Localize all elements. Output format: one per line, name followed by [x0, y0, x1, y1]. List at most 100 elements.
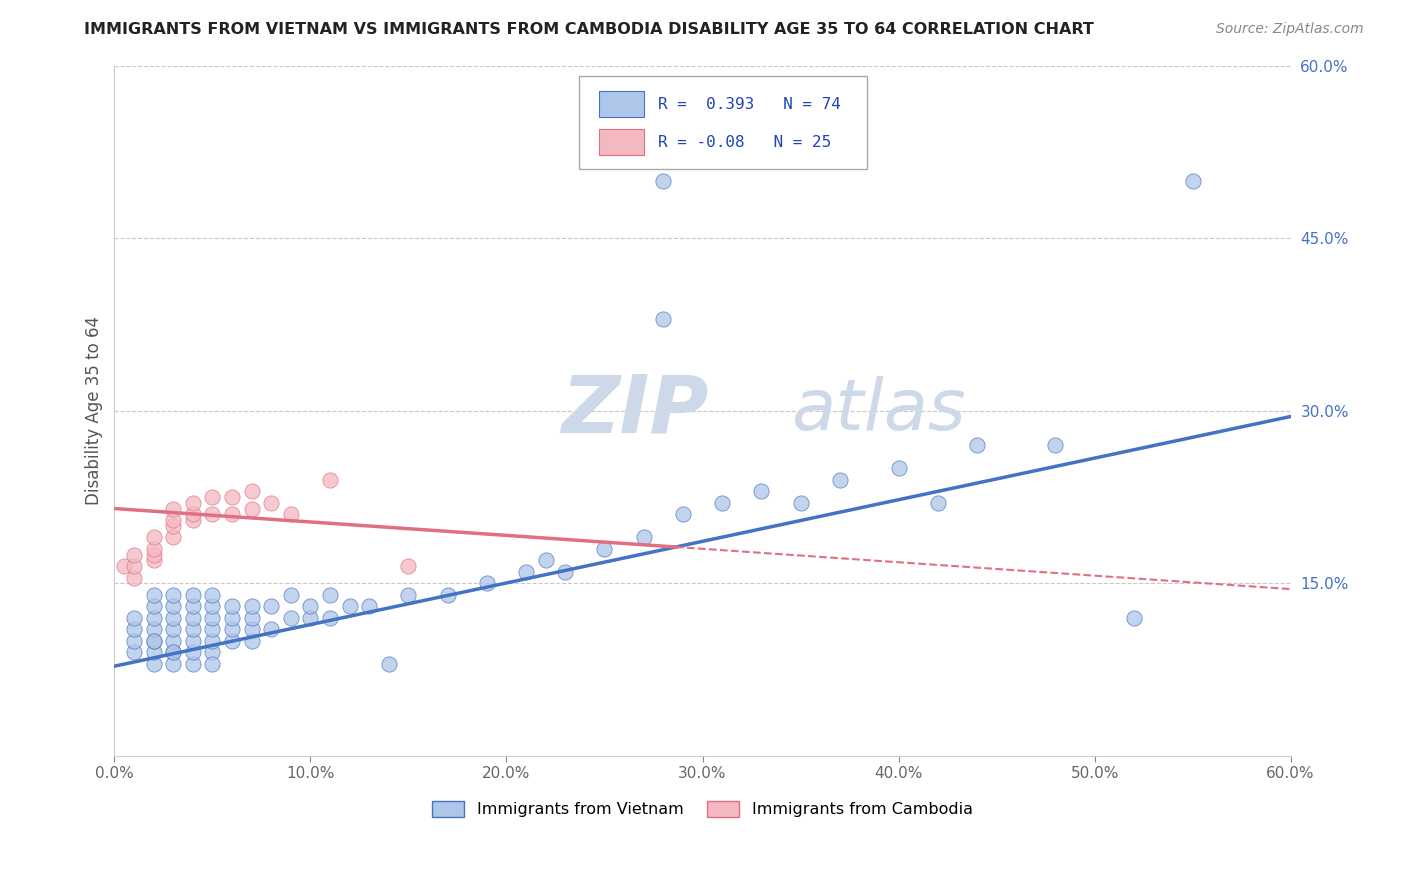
- Point: [319, 473, 342, 487]
- Point: [142, 530, 165, 544]
- Point: [1181, 174, 1204, 188]
- Point: [181, 513, 204, 527]
- Point: [672, 508, 695, 522]
- Point: [593, 541, 616, 556]
- Point: [201, 599, 224, 614]
- Point: [181, 508, 204, 522]
- Text: ZIP: ZIP: [561, 372, 709, 450]
- Point: [122, 645, 145, 659]
- Point: [181, 645, 204, 659]
- Point: [633, 530, 655, 544]
- Point: [515, 565, 537, 579]
- Point: [201, 633, 224, 648]
- Point: [122, 559, 145, 574]
- Point: [162, 588, 184, 602]
- Point: [142, 645, 165, 659]
- Point: [652, 174, 675, 188]
- Point: [280, 588, 302, 602]
- Point: [359, 599, 381, 614]
- Point: [240, 623, 263, 637]
- Point: [142, 548, 165, 562]
- Point: [1045, 438, 1067, 452]
- Point: [162, 518, 184, 533]
- Y-axis label: Disability Age 35 to 64: Disability Age 35 to 64: [86, 317, 103, 505]
- Bar: [599, 129, 644, 155]
- Point: [181, 599, 204, 614]
- Point: [122, 548, 145, 562]
- Point: [319, 588, 342, 602]
- Text: R =  0.393   N = 74: R = 0.393 N = 74: [658, 96, 841, 112]
- Point: [122, 623, 145, 637]
- Point: [142, 541, 165, 556]
- Point: [201, 645, 224, 659]
- Point: [398, 588, 420, 602]
- Point: [221, 490, 243, 504]
- Point: [162, 530, 184, 544]
- Point: [142, 553, 165, 567]
- Text: IMMIGRANTS FROM VIETNAM VS IMMIGRANTS FROM CAMBODIA DISABILITY AGE 35 TO 64 CORR: IMMIGRANTS FROM VIETNAM VS IMMIGRANTS FR…: [84, 22, 1094, 37]
- Point: [221, 599, 243, 614]
- Point: [201, 623, 224, 637]
- Point: [534, 553, 557, 567]
- Point: [162, 611, 184, 625]
- Legend: Immigrants from Vietnam, Immigrants from Cambodia: Immigrants from Vietnam, Immigrants from…: [426, 795, 980, 824]
- Point: [162, 645, 184, 659]
- Point: [181, 496, 204, 510]
- Text: atlas: atlas: [790, 376, 966, 445]
- Point: [181, 657, 204, 671]
- Point: [201, 490, 224, 504]
- Point: [162, 513, 184, 527]
- Point: [142, 599, 165, 614]
- Point: [828, 473, 851, 487]
- Point: [122, 611, 145, 625]
- Point: [887, 461, 910, 475]
- Point: [162, 623, 184, 637]
- Point: [711, 496, 734, 510]
- Point: [201, 508, 224, 522]
- Point: [162, 657, 184, 671]
- Point: [319, 611, 342, 625]
- Point: [142, 588, 165, 602]
- Point: [201, 588, 224, 602]
- Point: [1122, 611, 1144, 625]
- Point: [240, 633, 263, 648]
- Point: [299, 611, 322, 625]
- Point: [378, 657, 401, 671]
- Point: [436, 588, 458, 602]
- Point: [201, 657, 224, 671]
- Point: [240, 501, 263, 516]
- Point: [260, 623, 283, 637]
- Point: [142, 633, 165, 648]
- Point: [142, 633, 165, 648]
- Point: [221, 633, 243, 648]
- Point: [142, 657, 165, 671]
- Point: [221, 611, 243, 625]
- Point: [181, 623, 204, 637]
- Point: [181, 633, 204, 648]
- Point: [240, 611, 263, 625]
- Point: [966, 438, 988, 452]
- Point: [112, 559, 135, 574]
- Point: [749, 484, 772, 499]
- Point: [181, 588, 204, 602]
- Point: [181, 611, 204, 625]
- Point: [475, 576, 498, 591]
- Point: [162, 645, 184, 659]
- Point: [162, 599, 184, 614]
- FancyBboxPatch shape: [579, 76, 868, 169]
- Point: [299, 599, 322, 614]
- Point: [122, 571, 145, 585]
- Point: [339, 599, 361, 614]
- Point: [260, 599, 283, 614]
- Point: [280, 611, 302, 625]
- Point: [554, 565, 576, 579]
- Text: Source: ZipAtlas.com: Source: ZipAtlas.com: [1216, 22, 1364, 37]
- Point: [927, 496, 949, 510]
- Point: [201, 611, 224, 625]
- Point: [221, 623, 243, 637]
- Point: [162, 633, 184, 648]
- Point: [221, 508, 243, 522]
- Point: [789, 496, 811, 510]
- Text: R = -0.08   N = 25: R = -0.08 N = 25: [658, 135, 831, 150]
- Bar: [599, 91, 644, 118]
